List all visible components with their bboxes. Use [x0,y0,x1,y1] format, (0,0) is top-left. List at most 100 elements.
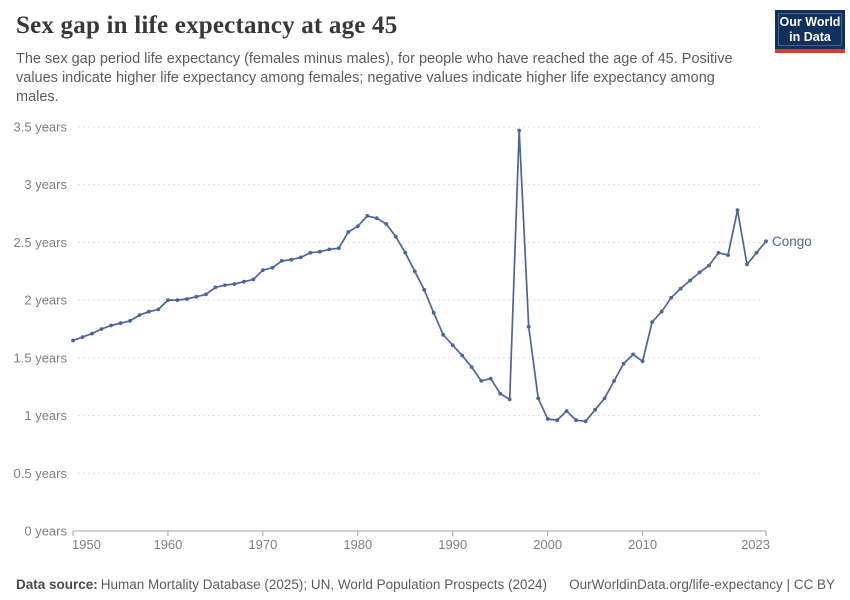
data-point[interactable] [583,419,588,424]
data-point[interactable] [612,379,616,383]
y-tick-label: 1 years [24,408,67,423]
data-point[interactable] [242,279,246,284]
x-tick-label: 1960 [153,537,182,552]
data-point[interactable] [488,376,493,381]
data-point[interactable] [574,418,578,423]
data-source-label: Data source: [16,577,98,592]
data-point[interactable] [650,320,654,324]
data-point[interactable] [498,391,503,396]
data-point[interactable] [507,397,512,402]
owid-logo[interactable]: Our World in Data [775,10,845,53]
data-point[interactable] [166,298,170,302]
data-point[interactable] [374,216,379,221]
chart-subtitle: The sex gap period life expectancy (fema… [16,51,733,105]
data-point[interactable] [156,307,161,312]
data-source: Data source: Human Mortality Database (20… [16,577,547,592]
data-point[interactable] [279,259,284,263]
data-point[interactable] [232,282,237,286]
data-point[interactable] [764,239,768,244]
x-tick-label: 1970 [248,537,277,552]
data-point[interactable] [555,418,560,423]
data-point[interactable] [745,262,749,267]
data-point[interactable] [441,332,446,337]
data-point[interactable] [602,396,607,401]
y-tick-label: 0.5 years [14,466,68,481]
y-tick-label: 1.5 years [14,350,68,365]
data-point[interactable] [308,250,313,255]
data-point[interactable] [336,246,341,251]
attribution-link[interactable]: OurWorldinData.org/life-expectancy | CC … [569,577,835,592]
data-point[interactable] [175,298,180,302]
data-point[interactable] [536,396,541,401]
data-point[interactable] [317,249,322,254]
data-point[interactable] [99,327,104,331]
x-tick-label: 2023 [741,537,770,552]
line-chart[interactable]: 0 years 0.5 years 1 years 1.5 years 2 years 2… [0,100,850,560]
data-point[interactable] [526,324,531,329]
data-point[interactable] [223,283,227,287]
data-point[interactable] [213,285,218,290]
data-point[interactable] [659,309,664,314]
data-point[interactable] [289,257,294,262]
chart-footer: Data source: Human Mortality Database (20… [16,577,835,592]
data-point[interactable] [128,319,132,323]
y-tick-label: 3.5 years [14,120,68,135]
data-point[interactable] [669,295,673,300]
data-point[interactable] [384,222,389,226]
data-point[interactable] [469,365,474,369]
data-point[interactable] [118,321,123,326]
data-point[interactable] [185,297,189,301]
data-point[interactable] [137,313,142,317]
data-point[interactable] [726,253,730,257]
data-point[interactable] [204,292,208,297]
x-tick-label: 1980 [343,537,372,552]
data-point[interactable] [479,379,484,383]
data-point[interactable] [640,359,645,364]
data-point[interactable] [194,294,199,299]
data-point[interactable] [80,335,85,339]
data-point[interactable] [460,353,465,358]
data-point[interactable] [450,343,455,348]
data-point[interactable] [251,277,256,282]
data-point[interactable] [564,409,569,413]
data-point[interactable] [147,309,151,314]
data-point[interactable] [71,338,75,343]
data-point[interactable] [346,230,351,234]
data-point[interactable] [327,247,332,252]
entity-end-label[interactable]: Congo [772,234,812,249]
data-point[interactable] [517,128,522,133]
data-point[interactable] [355,224,360,229]
data-point[interactable] [298,255,303,260]
y-tick-label: 0 years [24,524,67,539]
data-point[interactable] [754,250,759,255]
data-point[interactable] [716,250,721,255]
owid-logo-line2: in Data [789,29,831,44]
data-point[interactable] [270,265,275,270]
data-point[interactable] [697,270,702,275]
data-point[interactable] [403,250,408,255]
data-point[interactable] [109,323,113,328]
chart-header: Sex gap in life expectancy at age 45 Our… [16,10,845,107]
data-line[interactable] [72,129,767,423]
data-point[interactable] [593,407,597,412]
y-tick-label: 2 years [24,293,67,308]
data-point[interactable] [412,269,417,274]
data-point[interactable] [621,361,626,366]
data-source-text[interactable]: Human Mortality Database (2025); UN, Wor… [100,577,547,592]
data-point[interactable] [90,331,94,336]
data-point[interactable] [393,234,398,239]
y-tick-label: 3 years [24,177,67,192]
data-point[interactable] [735,208,740,212]
data-point[interactable] [678,286,683,291]
x-tick-label: 2000 [533,537,562,552]
data-point[interactable] [365,214,370,218]
data-point[interactable] [688,278,692,283]
page-title: Sex gap in life expectancy at age 45 [16,12,398,39]
data-point[interactable] [631,352,635,357]
data-point[interactable] [707,263,711,268]
data-point[interactable] [431,310,436,315]
data-point[interactable] [261,268,265,272]
data-point[interactable] [422,287,427,292]
data-point[interactable] [545,417,550,421]
